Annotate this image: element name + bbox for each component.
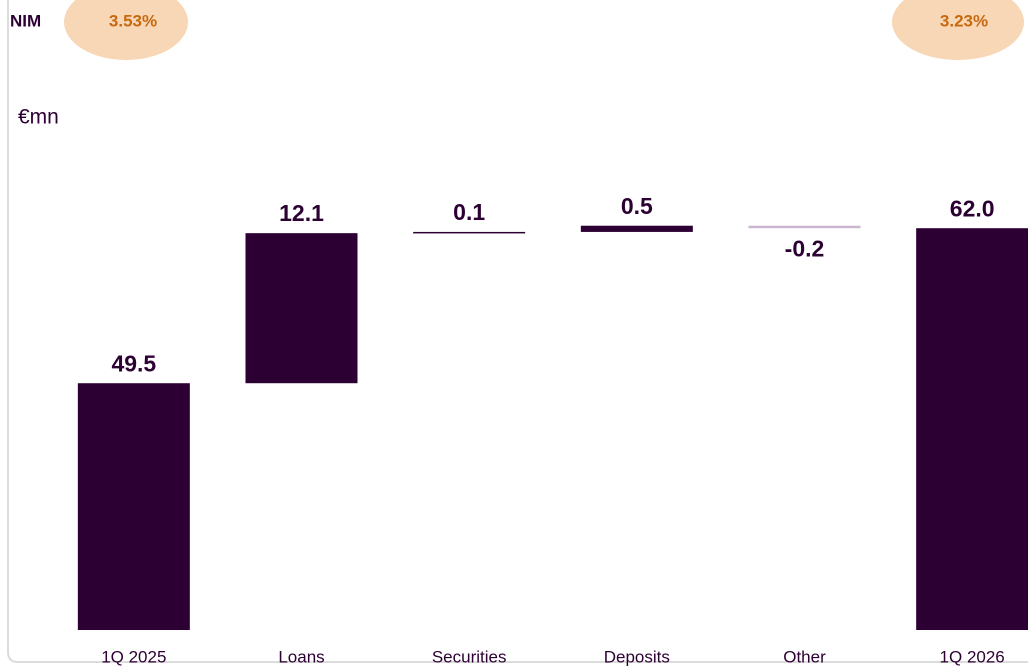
frame	[7, 0, 1028, 663]
bar	[77, 383, 190, 630]
bar	[916, 228, 1028, 631]
x-tick-label: Securities	[432, 647, 507, 666]
nim-bubble	[892, 0, 1024, 60]
value-label: 62.0	[950, 195, 995, 221]
x-tick-label: 1Q 2025	[101, 647, 166, 666]
nim-value: 3.53%	[109, 11, 157, 30]
unit-label: €mn	[18, 106, 59, 129]
nim-bubble	[64, 0, 188, 60]
bar	[245, 233, 358, 384]
x-tick-label: Deposits	[604, 647, 670, 666]
bar	[748, 225, 861, 229]
x-tick-label: Other	[783, 647, 826, 666]
nim-label: NIM	[10, 11, 41, 30]
bar	[580, 225, 693, 232]
value-label: -0.2	[785, 235, 825, 261]
x-tick-label: Loans	[278, 647, 324, 666]
x-tick-label: 1Q 2026	[940, 647, 1005, 666]
value-label: 0.1	[453, 199, 485, 225]
bar	[413, 231, 526, 234]
value-label: 0.5	[621, 193, 653, 219]
nim-value: 3.23%	[940, 11, 988, 30]
value-label: 12.1	[279, 200, 324, 226]
value-label: 49.5	[111, 350, 156, 376]
